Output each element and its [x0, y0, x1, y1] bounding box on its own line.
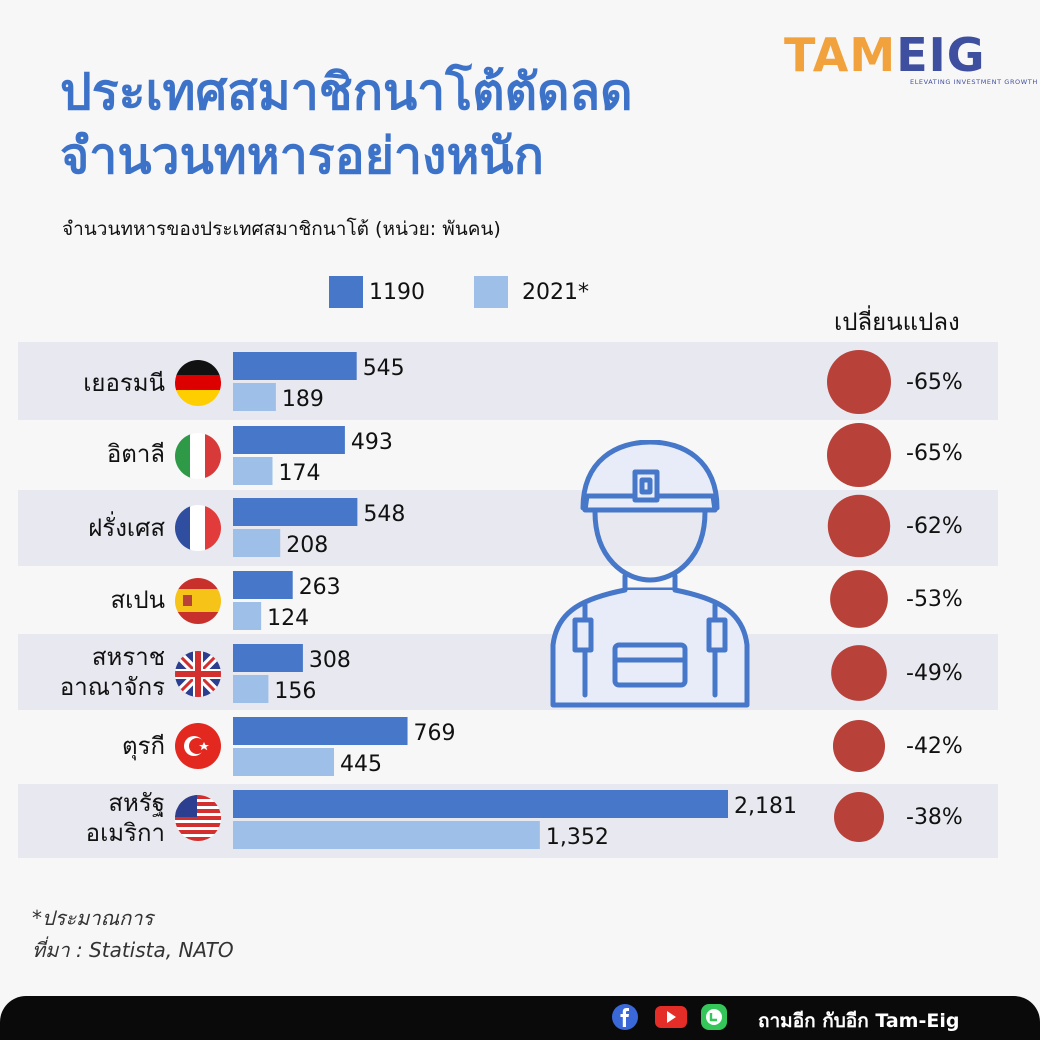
change-label-turkey: -42%	[906, 734, 963, 759]
bar-2021-5	[233, 748, 334, 776]
change-header: เปลี่ยนแปลง	[834, 308, 960, 336]
youtube-icon[interactable]	[654, 1003, 688, 1031]
germany-flag-icon	[175, 360, 221, 406]
country-label-france: ฝรั่งเศส	[88, 514, 165, 542]
value-label-2021-0: 189	[282, 387, 324, 412]
change-circle-6	[834, 792, 884, 842]
value-label-2021-6: 1,352	[546, 825, 609, 850]
change-circle-5	[832, 719, 886, 773]
footer-bar	[0, 996, 1040, 1040]
value-label-1190-0: 545	[363, 356, 405, 381]
change-label-spain: -53%	[906, 587, 963, 612]
country-label-italy: อิตาลี	[106, 440, 165, 468]
bar-2021-4	[233, 675, 269, 703]
title-line-2: จำนวนทหารอย่างหนัก	[60, 127, 544, 185]
bar-2021-0	[233, 383, 276, 411]
logo-text: TAMEIG	[784, 30, 985, 80]
value-label-1190-3: 263	[299, 575, 341, 600]
change-circle-2	[827, 494, 891, 558]
change-circle-0	[827, 350, 891, 414]
country-label-usa: สหรัฐ อเมริกา	[85, 789, 165, 847]
bar-1190-4	[233, 644, 303, 672]
legend-swatch-2021	[474, 276, 508, 308]
value-label-2021-5: 445	[340, 752, 382, 777]
chart-subtitle: จำนวนทหารของประเทศสมาชิกนาโต้ (หน่วย: พั…	[62, 218, 501, 240]
country-label-germany: เยอรมนี	[83, 369, 165, 397]
bar-1190-3	[233, 571, 293, 599]
facebook-icon[interactable]	[610, 1003, 640, 1031]
value-label-1190-1: 493	[351, 430, 393, 455]
bar-2021-6	[233, 821, 540, 849]
france-flag-icon	[175, 505, 221, 551]
change-circle-4	[831, 645, 887, 701]
change-label-germany: -65%	[906, 370, 963, 395]
bar-2021-1	[233, 457, 273, 485]
bar-2021-2	[233, 529, 281, 557]
soldier-icon	[550, 440, 750, 708]
italy-flag-icon	[175, 433, 221, 479]
footer-tagline: ถามอีก กับอีก Tam-Eig	[758, 1010, 960, 1032]
country-label-uk: สหราช อาณาจักร	[59, 643, 165, 701]
value-label-1190-2: 548	[363, 502, 405, 527]
spain-flag-icon	[175, 578, 221, 624]
estimate-note: *ประมาณการ	[32, 906, 154, 930]
country-label-turkey: ตุรกี	[121, 732, 165, 760]
value-label-1190-6: 2,181	[734, 794, 797, 819]
change-label-usa: -38%	[906, 805, 963, 830]
source-note: ที่มา : Statista, NATO	[32, 938, 234, 962]
change-label-uk: -49%	[906, 661, 963, 686]
logo-part-2: EIG	[896, 28, 986, 82]
value-label-1190-4: 308	[309, 648, 351, 673]
legend-label-2021: 2021*	[522, 279, 589, 305]
turkey-flag-icon	[175, 723, 221, 769]
change-label-france: -62%	[906, 514, 963, 539]
brand-logo: TAMEIG ELEVATING INVESTMENT GROWTH	[784, 30, 1037, 90]
usa-flag-icon	[175, 795, 221, 841]
bar-2021-3	[233, 602, 262, 630]
value-label-2021-4: 156	[274, 679, 316, 704]
bar-1190-0	[233, 352, 357, 380]
change-circle-1	[827, 423, 891, 487]
legend-swatch-1190	[329, 276, 363, 308]
bar-1190-5	[233, 717, 408, 745]
legend-item-2021: 2021*	[474, 276, 589, 308]
value-label-1190-5: 769	[414, 721, 456, 746]
bar-1190-2	[233, 498, 358, 526]
title-line-1: ประเทศสมาชิกนาโต้ตัดลด	[60, 63, 633, 121]
change-label-italy: -65%	[906, 441, 963, 466]
change-circle-3	[830, 570, 888, 628]
country-label-spain: สเปน	[110, 586, 166, 614]
legend-item-1190: 1190	[329, 276, 425, 308]
logo-part-1: TAM	[784, 28, 897, 82]
logo-tagline: ELEVATING INVESTMENT GROWTH	[910, 78, 1038, 86]
value-label-2021-1: 174	[278, 461, 320, 486]
value-label-2021-3: 124	[267, 606, 309, 631]
bar-1190-1	[233, 426, 345, 454]
bar-1190-6	[233, 790, 728, 818]
line-icon[interactable]	[700, 1003, 730, 1031]
value-label-2021-2: 208	[286, 533, 328, 558]
legend-label-1190: 1190	[369, 279, 425, 305]
page-title: ประเทศสมาชิกนาโต้ตัดลด จำนวนทหารอย่างหนั…	[60, 60, 633, 188]
